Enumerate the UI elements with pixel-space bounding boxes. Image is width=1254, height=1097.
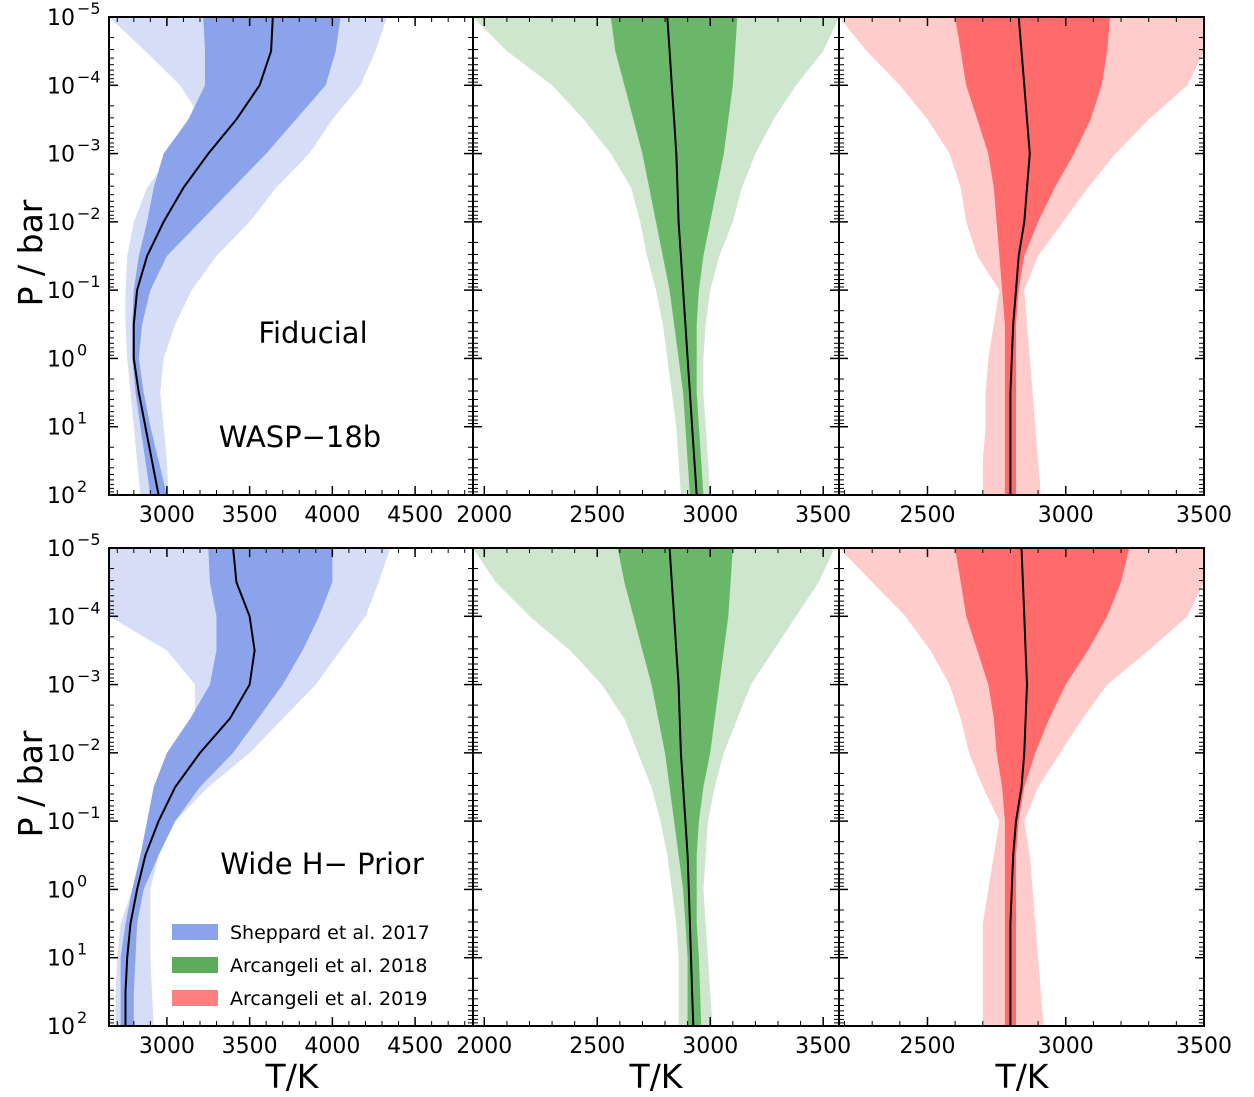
median-profile <box>132 17 274 495</box>
median-profile <box>124 548 256 1026</box>
x-axis-label-col2: T/K <box>629 1057 684 1096</box>
y-tick-exponent: −1 <box>77 272 101 291</box>
median-profile <box>668 548 695 1026</box>
y-tick-exponent: −5 <box>77 530 101 549</box>
row-label-fiducial: Fiducial <box>258 316 367 350</box>
legend: Sheppard et al. 2017 Arcangeli et al. 201… <box>172 922 430 1010</box>
y-tick-exponent: 1 <box>77 940 87 959</box>
x-tick-label: 2500 <box>569 503 625 528</box>
y-tick-label: 10 <box>47 211 75 236</box>
panel-1-3: 2500 3000 3500 <box>838 16 1232 528</box>
inner-band <box>120 548 333 1026</box>
axes-frame <box>838 547 1205 1027</box>
x-tick-label: 4000 <box>304 503 360 528</box>
x-tick-label: 3500 <box>1176 503 1232 528</box>
y-tick-exponent: 0 <box>77 340 87 359</box>
x-tick-label: 3000 <box>682 1034 738 1059</box>
y-tick-label: 10 <box>47 6 75 31</box>
legend-swatch <box>172 990 218 1006</box>
x-tick-label: 3000 <box>139 1034 195 1059</box>
y-tick-exponent: −5 <box>77 0 101 18</box>
y-axis-label-top: P / bar <box>11 199 50 306</box>
x-tick-label: 4500 <box>387 1034 443 1059</box>
x-tick-label: 2500 <box>569 1034 625 1059</box>
legend-label: Arcangeli et al. 2019 <box>230 988 427 1010</box>
outer-band <box>109 548 391 1026</box>
x-tick-label: 2500 <box>899 1034 955 1059</box>
x-tick-label: 3000 <box>682 503 738 528</box>
y-tick-label: 10 <box>47 605 75 630</box>
row-label-wide-prior: Wide H− Prior <box>220 847 424 881</box>
inner-band <box>610 17 738 495</box>
outer-band <box>473 17 839 495</box>
y-tick-exponent: −1 <box>77 803 101 822</box>
y-tick-label: 10 <box>47 947 75 972</box>
y-tick-exponent: −3 <box>77 136 101 155</box>
outer-band <box>473 548 835 1026</box>
y-tick-label: 10 <box>47 878 75 903</box>
x-tick-label: 3500 <box>795 1034 851 1059</box>
x-axis-label-col1: T/K <box>265 1057 320 1096</box>
panel-2-3: 2500 3000 3500 <box>838 547 1232 1059</box>
legend-swatch <box>172 957 218 973</box>
x-tick-label: 3500 <box>795 503 851 528</box>
y-tick-label: 10 <box>47 1015 75 1040</box>
inner-band <box>955 548 1130 1026</box>
y-tick-exponent: −4 <box>77 598 101 617</box>
y-tick-exponent: 0 <box>77 871 87 890</box>
x-tick-label: 3500 <box>222 503 278 528</box>
legend-label: Arcangeli et al. 2018 <box>230 955 427 977</box>
inner-band <box>955 17 1110 495</box>
y-tick-exponent: 2 <box>77 1008 87 1027</box>
x-tick-label: 3500 <box>1176 1034 1232 1059</box>
y-tick-label: 10 <box>47 810 75 835</box>
x-tick-label: 3000 <box>1038 503 1094 528</box>
y-tick-label: 10 <box>47 279 75 304</box>
x-axis-label-col3: T/K <box>995 1057 1050 1096</box>
x-tick-label: 3500 <box>222 1034 278 1059</box>
x-tick-label: 2000 <box>456 1034 512 1059</box>
y-tick-label: 10 <box>47 416 75 441</box>
y-tick-label: 10 <box>47 742 75 767</box>
inner-band <box>617 548 733 1026</box>
x-tick-label: 4000 <box>304 1034 360 1059</box>
y-tick-label: 10 <box>47 143 75 168</box>
y-tick-exponent: −4 <box>77 67 101 86</box>
y-tick-exponent: 2 <box>77 477 87 496</box>
median-profile <box>1009 548 1029 1026</box>
panel-1-2: 2000 2500 3000 3500 <box>456 16 851 528</box>
legend-label: Sheppard et al. 2017 <box>230 922 430 944</box>
y-tick-exponent: −3 <box>77 667 101 686</box>
panel-2-2: 2000 2500 3000 3500 <box>456 547 851 1059</box>
x-tick-label: 3000 <box>1038 1034 1094 1059</box>
y-tick-exponent: 1 <box>77 409 87 428</box>
planet-label: WASP−18b <box>219 420 381 454</box>
x-tick-label: 2500 <box>899 503 955 528</box>
y-tick-exponent: −2 <box>77 204 101 223</box>
y-tick-label: 10 <box>47 674 75 699</box>
y-tick-exponent: −2 <box>77 735 101 754</box>
median-profile <box>1009 17 1031 495</box>
x-tick-label: 4500 <box>387 503 443 528</box>
y-tick-label: 10 <box>47 484 75 509</box>
median-profile <box>666 17 698 495</box>
x-tick-label: 2000 <box>456 503 512 528</box>
x-tick-label: 3000 <box>139 503 195 528</box>
axes-frame <box>838 16 1205 496</box>
legend-swatch <box>172 924 218 940</box>
y-tick-label: 10 <box>47 347 75 372</box>
y-tick-label: 10 <box>47 537 75 562</box>
outer-band <box>109 17 387 495</box>
y-axis-label-bottom: P / bar <box>11 730 50 837</box>
inner-band <box>132 17 341 495</box>
y-tick-label: 10 <box>47 74 75 99</box>
